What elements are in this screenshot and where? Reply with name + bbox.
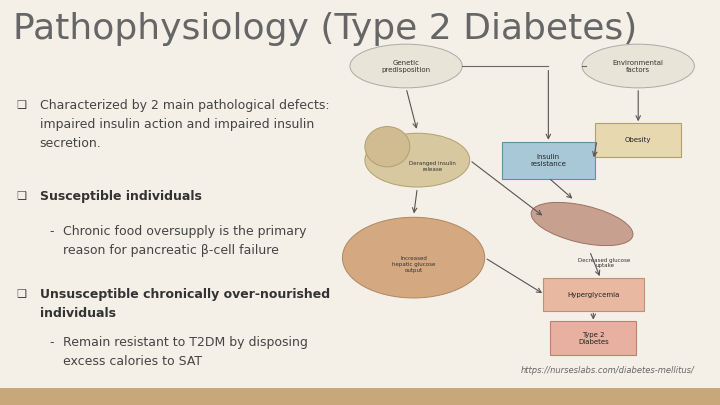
Text: https://nurseslabs.com/diabetes-mellitus/: https://nurseslabs.com/diabetes-mellitus… (521, 366, 695, 375)
Text: Increased
hepatic glucose
output: Increased hepatic glucose output (392, 256, 436, 273)
Text: Obesity: Obesity (625, 137, 652, 143)
FancyBboxPatch shape (502, 142, 595, 179)
Text: Type 2
Diabetes: Type 2 Diabetes (578, 332, 608, 345)
Text: -: - (49, 225, 53, 238)
Text: Characterized by 2 main pathological defects:
impaired insulin action and impair: Characterized by 2 main pathological def… (40, 99, 329, 150)
Text: ❑: ❑ (16, 288, 26, 298)
Text: ❑: ❑ (16, 99, 26, 109)
Text: Insulin
resistance: Insulin resistance (531, 153, 567, 166)
Text: Decreased glucose
uptake: Decreased glucose uptake (578, 258, 631, 269)
Text: -: - (49, 336, 53, 349)
Text: Pathophysiology (Type 2 Diabetes): Pathophysiology (Type 2 Diabetes) (13, 12, 637, 46)
Text: Environmental
factors: Environmental factors (613, 60, 664, 72)
Text: Chronic food oversupply is the primary
reason for pancreatic β-cell failure: Chronic food oversupply is the primary r… (63, 225, 307, 257)
Ellipse shape (582, 44, 694, 88)
FancyBboxPatch shape (595, 123, 681, 157)
Bar (0, 388, 720, 405)
Ellipse shape (343, 217, 485, 298)
Ellipse shape (365, 133, 469, 187)
Text: Susceptible individuals: Susceptible individuals (40, 190, 202, 203)
Text: Genetic
predisposition: Genetic predisposition (382, 60, 431, 72)
FancyBboxPatch shape (543, 278, 644, 311)
Ellipse shape (365, 126, 410, 167)
Ellipse shape (350, 44, 462, 88)
Ellipse shape (531, 202, 633, 245)
Text: Deranged insulin
release: Deranged insulin release (409, 162, 456, 172)
Text: Remain resistant to T2DM by disposing
excess calories to SAT: Remain resistant to T2DM by disposing ex… (63, 336, 308, 368)
FancyBboxPatch shape (550, 322, 636, 355)
Text: Hyperglycemia: Hyperglycemia (567, 292, 619, 298)
Text: ❑: ❑ (16, 190, 26, 200)
Text: Unsusceptible chronically over-nourished
individuals: Unsusceptible chronically over-nourished… (40, 288, 330, 320)
